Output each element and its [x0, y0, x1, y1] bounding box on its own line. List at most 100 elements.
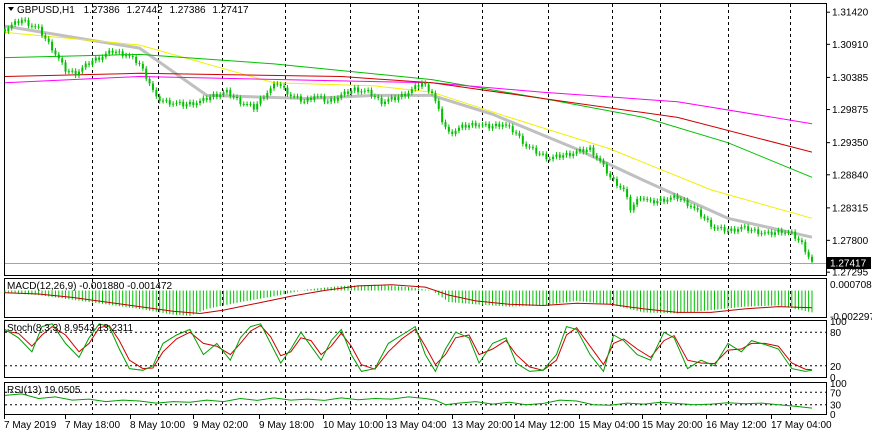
candle-body [91, 60, 94, 65]
candle-body [619, 185, 622, 188]
candle-body [195, 103, 198, 106]
candle-body [336, 97, 339, 101]
rsi-line [4, 393, 813, 409]
rsi-tick-label: 100 [830, 379, 847, 390]
candle-body [74, 70, 77, 76]
candle-body [20, 19, 23, 24]
candle-body [417, 85, 420, 87]
candle-body [71, 70, 74, 72]
candle-body [77, 71, 80, 76]
stoch-tick-label: 80 [830, 328, 842, 339]
candle-body [737, 229, 740, 232]
candle-body [431, 91, 434, 93]
stoch-grid [5, 321, 826, 377]
candle-body [525, 143, 528, 147]
candle-body [686, 200, 689, 206]
candle-body [37, 26, 40, 28]
candle-body [51, 41, 54, 51]
moving-average-line [4, 72, 813, 153]
candle-body [673, 195, 676, 198]
collapse-triangle-icon[interactable] [8, 7, 14, 11]
candle-body [94, 57, 97, 61]
candle-body [151, 83, 154, 90]
candle-body [626, 189, 629, 198]
candle-body [98, 57, 101, 60]
candle-body [743, 226, 746, 228]
price-header: GBPUSD,H1 1.27386 1.27442 1.27386 1.2741… [8, 5, 249, 16]
current-price-tag: 1.27417 [827, 257, 871, 270]
candle-body [155, 89, 158, 97]
candle-body [777, 230, 780, 233]
candle-body [252, 104, 255, 110]
candle-body [269, 88, 272, 93]
price-tick-label: 1.28315 [832, 203, 869, 214]
candle-body [447, 126, 450, 132]
candle-body [242, 103, 245, 105]
candle-body [652, 200, 655, 204]
candle-body [293, 96, 296, 98]
candle-body [131, 56, 134, 58]
candle-body [404, 93, 407, 97]
candle-body [750, 230, 753, 232]
candle-body [505, 124, 508, 126]
candle-body [219, 94, 222, 97]
stoch-tick-label: 100 [830, 317, 847, 328]
candle-body [424, 82, 427, 85]
candle-body [548, 159, 551, 161]
candle-body [800, 240, 803, 242]
candle-body [350, 90, 353, 94]
x-tick-label: 17 May 04:00 [771, 420, 832, 431]
candle-body [575, 151, 578, 154]
candle-body [114, 52, 117, 54]
candle-body [441, 108, 444, 123]
macd-grid [92, 279, 791, 317]
candle-body [128, 55, 131, 57]
candle-body [555, 154, 558, 157]
candle-body [481, 124, 484, 126]
stoch-tick-label: 20 [830, 362, 842, 373]
candle-body [646, 199, 649, 201]
candle-body [474, 123, 477, 127]
candle-body [178, 101, 181, 103]
candle-body [158, 96, 161, 102]
candle-body [811, 256, 813, 262]
candle-body [568, 152, 571, 156]
candle-body [535, 147, 538, 154]
candle-body [710, 219, 713, 227]
candle-body [457, 127, 460, 131]
candle-body [669, 197, 672, 200]
x-tick-label: 9 May 18:00 [259, 420, 314, 431]
candle-body [528, 146, 531, 148]
candle-body [542, 153, 544, 155]
candle-body [377, 96, 380, 98]
candle-body [108, 50, 111, 54]
candle-body [370, 89, 373, 97]
candle-body [498, 123, 501, 127]
candle-body [572, 153, 575, 156]
candle-body [666, 199, 669, 202]
candle-body [740, 226, 743, 230]
current-price-label: 1.27417 [830, 259, 867, 270]
macd-panel-frame [4, 278, 827, 318]
candle-body [40, 26, 43, 36]
candle-body [615, 178, 618, 186]
svg-text:GBPUSD,H1 1.27386: GBPUSD,H1 1.27386 1.27442 1.27386 1.2741… [17, 5, 249, 16]
candle-body [88, 63, 91, 65]
candle-body [229, 89, 232, 97]
candle-body [763, 232, 766, 234]
candle-body [192, 102, 195, 106]
candle-body [683, 199, 686, 201]
candle-body [545, 153, 548, 160]
candle-body [592, 147, 595, 156]
candle-body [753, 229, 756, 231]
candle-body [414, 85, 417, 90]
candle-body [57, 54, 60, 59]
candle-body [400, 93, 403, 97]
candle-body [256, 103, 259, 110]
candle-body [706, 218, 709, 220]
candle-body [508, 125, 511, 127]
rsi-tick-label: 70 [830, 388, 842, 399]
candle-body [689, 205, 692, 207]
candle-body [141, 63, 144, 69]
